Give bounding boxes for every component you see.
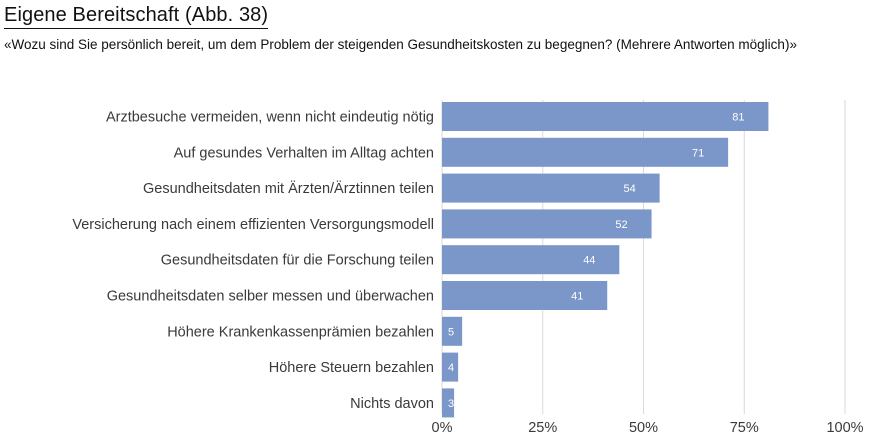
x-tick-label: 75% <box>730 420 759 436</box>
data-label: 81 <box>732 112 744 124</box>
category-label: Auf gesundes Verhalten im Alltag achten <box>174 145 434 161</box>
bar <box>442 281 608 310</box>
data-label: 52 <box>615 219 627 231</box>
category-label: Versicherung nach einem effizienten Vers… <box>72 217 434 233</box>
bar <box>442 316 463 346</box>
data-label: 71 <box>692 147 704 159</box>
category-label: Höhere Krankenkassenprämien bezahlen <box>167 324 434 340</box>
data-label: 3 <box>448 398 454 410</box>
bar <box>442 209 652 239</box>
category-label: Gesundheitsdaten für die Forschung teile… <box>161 253 434 269</box>
data-label: 5 <box>448 326 454 338</box>
bar <box>442 388 455 418</box>
x-tick-label: 0% <box>432 420 453 436</box>
bar <box>442 137 729 167</box>
category-label: Gesundheitsdaten mit Ärzten/Ärztinnen te… <box>143 180 434 197</box>
data-label: 41 <box>571 291 583 303</box>
bar <box>442 173 660 203</box>
category-label: Arztbesuche vermeiden, wenn nicht eindeu… <box>106 110 434 126</box>
category-label: Nichts davon <box>350 396 434 412</box>
x-tick-label: 25% <box>528 420 557 436</box>
bar <box>442 102 769 131</box>
category-label: Gesundheitsdaten selber messen und überw… <box>107 289 434 305</box>
bar <box>442 352 459 382</box>
data-label: 4 <box>448 362 454 374</box>
data-label: 44 <box>583 255 595 267</box>
chart-title: Eigene Bereitschaft (Abb. 38) <box>4 4 269 29</box>
category-label: Höhere Steuern bezahlen <box>269 360 434 376</box>
bar <box>442 245 620 275</box>
chart-question: «Wozu sind Sie persönlich bereit, um dem… <box>4 37 797 52</box>
data-label: 54 <box>623 183 635 195</box>
x-tick-label: 50% <box>629 420 658 436</box>
x-tick-label: 100% <box>826 420 863 436</box>
